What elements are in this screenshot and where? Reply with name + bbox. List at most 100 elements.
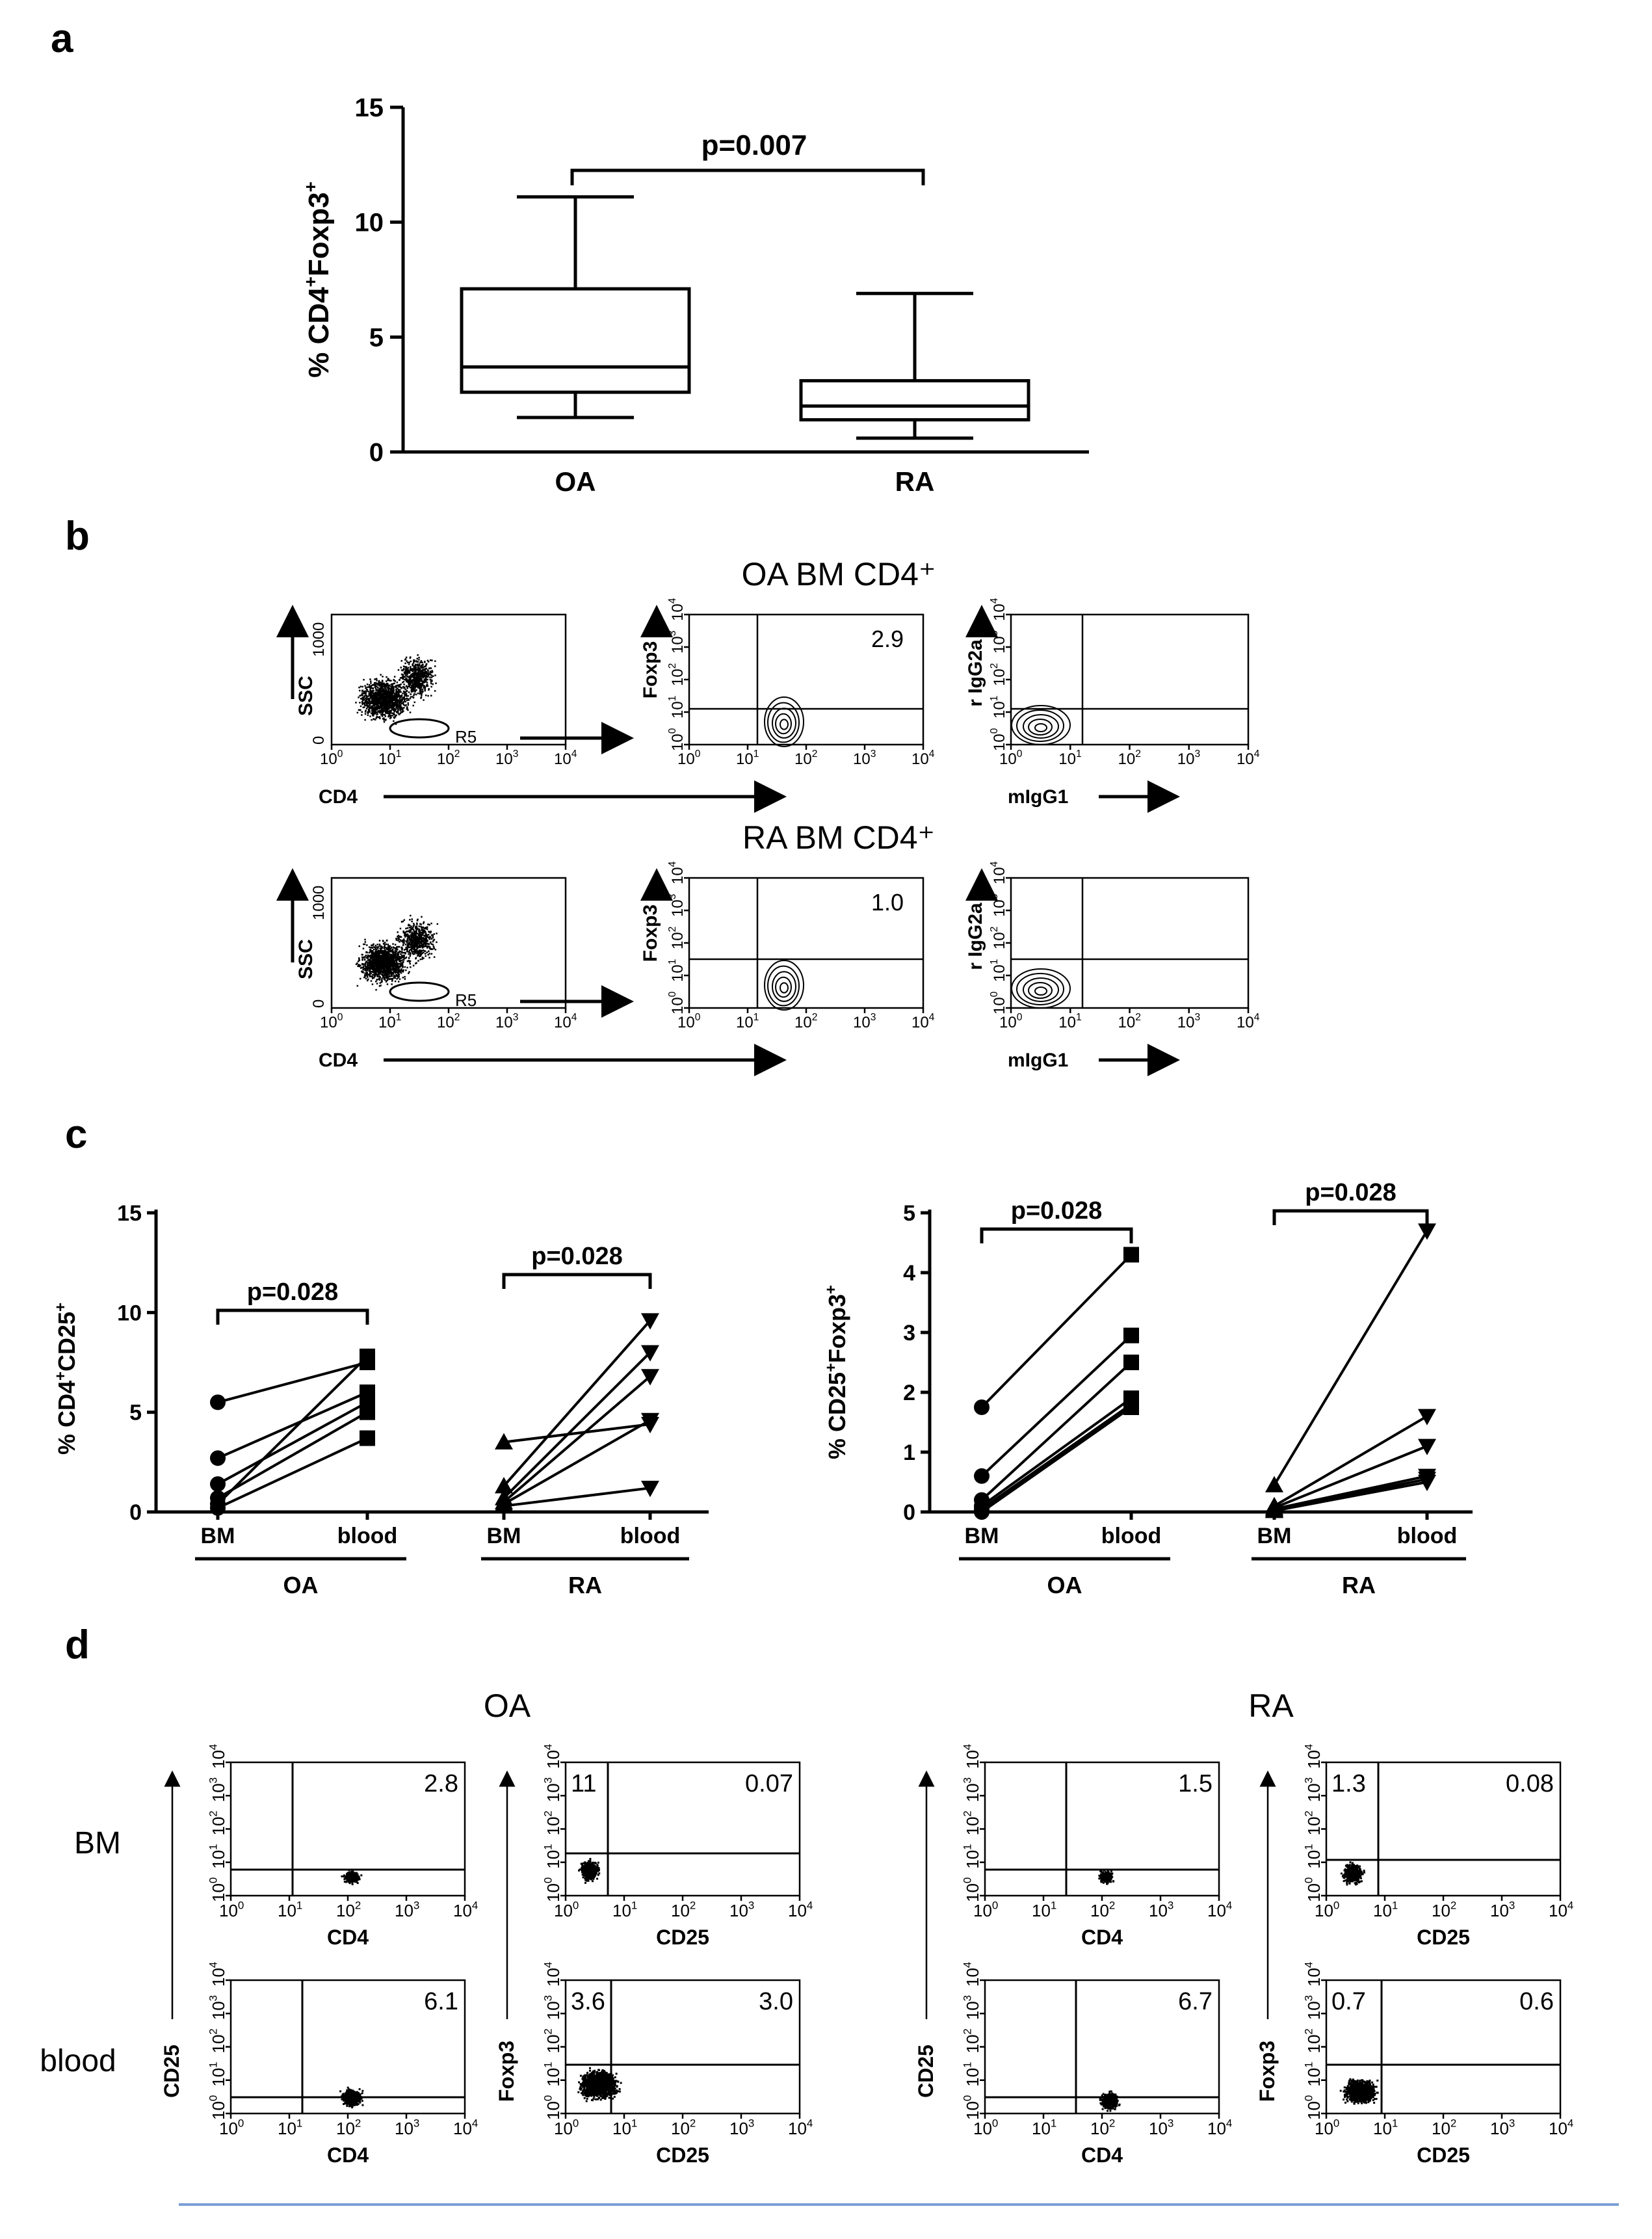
pair-line [503,1487,651,1507]
x-tick-label: 100 [677,749,701,768]
y-tick-label: 102 [1302,1810,1324,1835]
pair-line [980,1361,1133,1502]
x-tick-label: 102 [1432,2117,1456,2138]
y-tick-label: 104 [989,861,1008,884]
y-tick-label: 15 [355,94,384,122]
panel-c-left-ylabel: % CD4+CD25+ [52,1303,80,1455]
marker-square [1123,1327,1139,1344]
x-tick-label: 103 [1177,1012,1200,1031]
x-tick-label: 104 [453,1899,478,1920]
pair-line [1273,1230,1428,1486]
y-tick-label: 4 [903,1261,915,1286]
pair-line [217,1401,368,1485]
y-tick-label: 103 [207,1777,228,1802]
box-iqr [799,378,1030,422]
x-tick-label: 103 [1490,2117,1515,2138]
cell-events [1339,2078,1379,2105]
x-tick-label: 102 [336,1899,361,1920]
x-tick-label: 104 [788,2117,813,2138]
cell-events [1099,2090,1121,2112]
panel-a-ylabel: % CD4+Foxp3+ [300,181,335,378]
x-tick-label: 100 [320,749,343,768]
pair-line [1274,1444,1428,1509]
marker-triangle-down [1418,1474,1436,1491]
x-tick-label: 103 [853,749,876,768]
panel-c-right-ylabel: % CD25+Foxp3+ [822,1285,850,1459]
y-tick-label: 102 [961,2028,982,2053]
quadrant-value-ur: 2.8 [424,1770,458,1797]
ylabel-sup: + [300,276,321,287]
y-tick-label: 100 [1302,1877,1324,1902]
y-tick-label: 104 [989,598,1008,621]
panel-a-xtick-ra: RA [895,466,935,497]
x-tick-label: 103 [395,1899,419,1920]
marker-triangle-down [1418,1409,1436,1425]
y-tick-label: 101 [667,696,687,719]
marker-triangle-down [641,1481,659,1498]
isotype-contour [1011,705,1071,745]
isotype-contour [1028,719,1053,735]
pair-line [216,1355,369,1505]
y-tick-label: 104 [667,598,687,621]
foxp3-contour [775,976,792,998]
isotype-contour [1034,723,1047,732]
y-tick-label: 101 [1302,2061,1324,2086]
y-tick-label: 103 [207,1995,228,2020]
cd4-label: CD4 [319,786,358,808]
p-value-label: p=0.028 [1011,1197,1103,1225]
marker-triangle-down [1418,1438,1436,1455]
y-tick-label: 1000 [310,886,328,920]
y-tick-label: 103 [542,1777,563,1802]
y-tick-label: 100 [989,728,1008,751]
y-axis-label: Foxp3 [495,2041,518,2102]
marker-circle [974,1399,990,1415]
pair-line [980,1403,1133,1511]
marker-triangle-up [495,1433,513,1450]
x-tick-label: 101 [612,2117,637,2138]
x-tick-label: 102 [671,1899,696,1920]
x-tick-label: 101 [278,1899,302,1920]
y-tick-label: 10 [355,209,384,237]
pair-line [1273,1415,1428,1507]
isotype-contour [1016,973,1064,1005]
x-tick-label: 103 [395,2117,419,2138]
y-tick-label: 5 [903,1201,915,1226]
migg1-label: mIgG1 [1008,1050,1068,1071]
x-tick-label: 102 [1118,749,1141,768]
p-value-label: p=0.028 [1305,1179,1396,1206]
y-tick-label: 104 [207,1744,228,1769]
y-tick-label: 102 [667,927,687,949]
marker-circle [974,1468,990,1484]
gate-r5 [389,718,450,739]
x-tick-label: 104 [1237,749,1260,768]
x-tick-label: 101 [1032,2117,1056,2138]
y-tick-label: 101 [961,1844,982,1868]
group-label: OA [283,1572,319,1598]
ssc-cd4-dots [394,914,439,967]
x-tick-label: 102 [437,1012,460,1031]
sig-bracket [216,1308,369,1325]
x-tick-label: 103 [853,1012,876,1031]
y-tick-label: 102 [542,1810,563,1835]
ylabel-part: Foxp3 [303,192,335,277]
y-tick-label: 103 [989,631,1008,654]
foxp3-contour [775,713,792,735]
foxp3-value: 2.9 [871,626,904,652]
panel-d-group-oa: OA [484,1688,531,1724]
y-tick-label: 2 [903,1381,915,1405]
x-tick-label: 103 [1490,1899,1515,1920]
marker-triangle-up [1265,1476,1283,1492]
panel-a-xtick-oa: OA [555,466,596,497]
y-axis-label: Foxp3 [1255,2041,1279,2102]
ylabel-sup: + [300,181,321,192]
y-tick-label: 104 [1302,1962,1324,1987]
y-tick-label: 104 [961,1744,982,1769]
group-label: RA [1342,1572,1376,1598]
quadrant-value-ur: 1.5 [1178,1770,1213,1797]
y-tick-label: 102 [542,2028,563,2053]
x-tick-label: BM [965,1524,999,1548]
cell-events [339,2086,364,2109]
pair-line [980,1253,1133,1409]
